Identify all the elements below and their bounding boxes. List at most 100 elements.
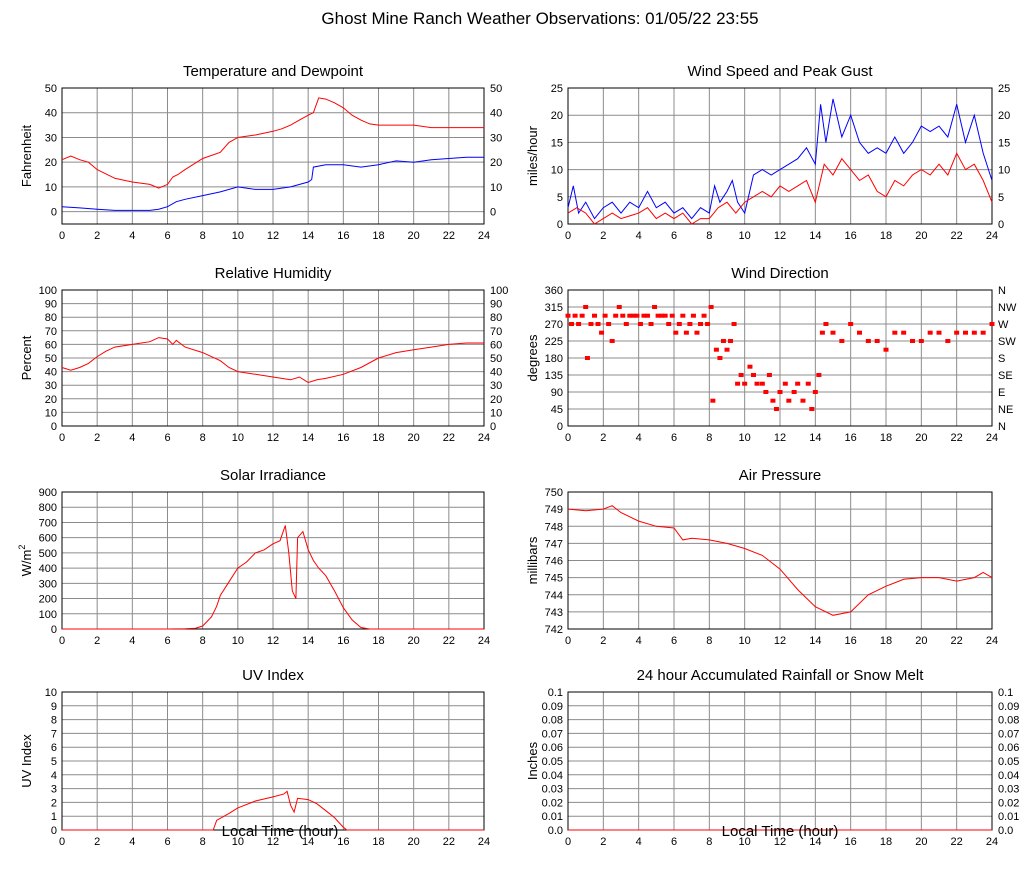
right-tick-label: 0.0: [998, 825, 1013, 837]
y-tick-label: 3: [51, 784, 57, 796]
wind-series-blue-line: [567, 98, 993, 220]
pressure-plot-frame: [567, 491, 993, 630]
x-tick-label: 4: [636, 432, 642, 444]
y-tick-label: 10: [45, 687, 57, 699]
winddir-point: [599, 330, 605, 335]
y-tick-label: 0.03: [542, 784, 563, 796]
y-tick-label: 90: [551, 387, 563, 399]
winddir-point: [735, 381, 741, 386]
winddir-point: [791, 390, 797, 394]
winddir-point: [823, 322, 829, 326]
y-tick-label: 1: [51, 811, 57, 823]
winddir-point: [694, 330, 700, 335]
x-tick-label: 6: [671, 635, 677, 647]
y-tick-label: 25: [551, 83, 563, 95]
right-tick-label: 5: [998, 192, 1004, 204]
y-tick-label: 45: [551, 404, 563, 416]
x-tick-label: 14: [302, 635, 314, 647]
right-tick-label: N: [998, 421, 1006, 433]
x-tick-label: 18: [372, 230, 384, 242]
x-tick-label: 2: [600, 432, 606, 444]
winddir-point: [669, 313, 675, 318]
y-tick-label: 742: [545, 624, 563, 636]
uv-series-red-line: [62, 790, 484, 831]
y-tick-label: 900: [39, 487, 57, 499]
y-tick-label: 0.07: [542, 728, 563, 740]
y-tick-label: 0.06: [542, 742, 563, 754]
winddir-point: [927, 330, 933, 335]
x-tick-label: 24: [478, 635, 490, 647]
y-tick-label: 750: [545, 487, 563, 499]
winddir-point: [583, 305, 589, 309]
winddir-point: [602, 313, 608, 318]
x-tick-label: 14: [809, 635, 821, 647]
right-tick-label: 10: [490, 182, 502, 194]
right-tick-label: 0.07: [998, 728, 1019, 740]
x-tick-label: 4: [129, 836, 135, 848]
winddir-point: [805, 381, 811, 386]
winddir-point: [773, 407, 779, 411]
x-tick-label: 2: [600, 635, 606, 647]
right-tick-label: 0: [490, 207, 496, 219]
winddir-point: [634, 313, 640, 318]
x-tick-label: 6: [671, 432, 677, 444]
winddir-point: [989, 322, 995, 326]
y-tick-label: 20: [45, 157, 57, 169]
right-tick-label: 100: [490, 285, 508, 297]
x-tick-label: 6: [164, 432, 170, 444]
winddir-point: [742, 381, 748, 386]
y-tick-label: 745: [545, 573, 563, 585]
winddir-point: [954, 330, 960, 335]
solar-title: Solar Irradiance: [220, 467, 326, 484]
x-tick-label: 8: [706, 432, 712, 444]
y-tick-label: 40: [45, 108, 57, 120]
x-tick-label: 18: [880, 836, 892, 848]
right-tick-label: 0: [998, 219, 1004, 231]
x-tick-label: 14: [302, 432, 314, 444]
x-tick-label: 14: [809, 432, 821, 444]
x-tick-label: 10: [232, 836, 244, 848]
temp-title: Temperature and Dewpoint: [183, 63, 364, 80]
y-tick-label: 0: [51, 207, 57, 219]
x-tick-label: 22: [951, 836, 963, 848]
x-tick-label: 8: [706, 836, 712, 848]
y-tick-label: 40: [45, 367, 57, 379]
x-tick-label: 24: [478, 230, 490, 242]
y-tick-label: 100: [39, 285, 57, 297]
winddir-point: [676, 322, 682, 326]
winddir-point: [683, 330, 689, 335]
right-tick-label: 90: [490, 299, 502, 311]
x-tick-label: 0: [565, 432, 571, 444]
winddir-point: [809, 407, 815, 411]
rain-ylabel: Inches: [525, 741, 540, 780]
right-tick-label: 0.06: [998, 742, 1019, 754]
x-tick-label: 22: [951, 230, 963, 242]
winddir-point: [901, 330, 907, 335]
y-tick-label: 700: [39, 517, 57, 529]
x-tick-label: 12: [267, 836, 279, 848]
x-tick-label: 2: [94, 432, 100, 444]
x-tick-label: 0: [565, 635, 571, 647]
y-tick-label: 20: [45, 394, 57, 406]
winddir-point: [698, 322, 703, 326]
x-tick-label: 6: [164, 836, 170, 848]
winddir-point: [720, 339, 726, 343]
x-tick-label: 14: [302, 230, 314, 242]
right-tick-label: 0: [490, 421, 496, 433]
x-tick-label: 0: [565, 230, 571, 242]
x-tick-label: 16: [337, 836, 349, 848]
y-tick-label: 5: [51, 756, 57, 768]
winddir-point: [652, 305, 658, 309]
rain-chart: 24 hour Accumulated Rainfall or Snow Mel…: [525, 667, 1019, 848]
x-tick-label: 12: [774, 432, 786, 444]
winddir-point: [782, 381, 788, 386]
x-tick-label: 12: [267, 635, 279, 647]
winddir-point: [641, 313, 647, 318]
winddir-point: [971, 330, 977, 335]
